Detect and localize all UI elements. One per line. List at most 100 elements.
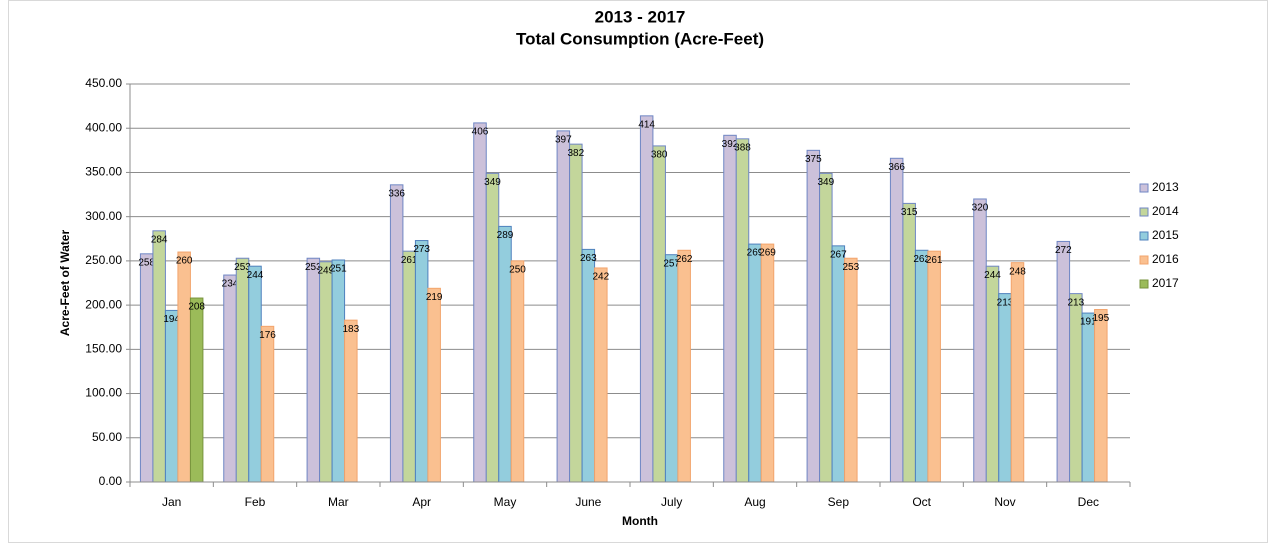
bar <box>177 251 191 483</box>
x-tick-label: June <box>575 495 601 509</box>
bar <box>485 172 500 483</box>
legend-label: 2017 <box>1152 276 1179 290</box>
y-tick-label: 150.00 <box>85 342 122 356</box>
bar <box>639 115 654 483</box>
bar <box>189 297 204 483</box>
legend-label: 2014 <box>1152 204 1179 218</box>
data-label: 253 <box>842 262 859 273</box>
x-tick-label: Sep <box>828 495 850 509</box>
data-label: 213 <box>1067 297 1084 308</box>
bar <box>139 253 154 483</box>
bar <box>902 202 916 483</box>
data-label: 183 <box>342 324 359 335</box>
data-label: 406 <box>472 127 489 138</box>
y-tick-label: 0.00 <box>99 474 123 488</box>
data-label: 392 <box>722 139 739 150</box>
bar <box>414 240 429 483</box>
data-label: 244 <box>247 270 264 281</box>
data-label: 195 <box>1092 313 1109 324</box>
bar <box>152 230 166 483</box>
bar <box>235 257 250 483</box>
legend-label: 2016 <box>1152 252 1179 266</box>
data-label: 176 <box>259 330 276 341</box>
bar <box>735 138 750 483</box>
data-label: 284 <box>151 234 168 245</box>
y-tick-label: 250.00 <box>85 253 122 267</box>
x-tick-label: Oct <box>912 495 931 509</box>
data-label: 336 <box>388 188 405 199</box>
data-label: 261 <box>401 255 418 266</box>
x-tick-label: Apr <box>412 495 431 509</box>
data-label: 269 <box>759 248 776 259</box>
bar <box>844 257 858 483</box>
data-label: 244 <box>984 270 1001 281</box>
data-label: 213 <box>997 297 1014 308</box>
data-label: 414 <box>638 119 655 130</box>
legend-swatch <box>1139 279 1149 289</box>
bar <box>998 293 1012 483</box>
bar <box>831 245 846 483</box>
bar <box>164 309 179 483</box>
data-label: 248 <box>1009 266 1026 277</box>
y-tick-label: 350.00 <box>85 165 122 179</box>
legend-swatch <box>1139 183 1149 193</box>
data-label: 191 <box>1080 317 1097 328</box>
bar <box>319 261 333 483</box>
bar <box>581 248 596 483</box>
data-label: 289 <box>497 230 514 241</box>
data-label: 375 <box>805 154 822 165</box>
bar <box>819 172 833 483</box>
bar <box>427 287 441 483</box>
bar <box>344 319 358 483</box>
bar <box>748 243 762 483</box>
legend-swatch <box>1139 207 1149 217</box>
data-label: 272 <box>1055 245 1072 256</box>
data-label: 253 <box>234 262 251 273</box>
bar <box>594 267 608 483</box>
y-axis-title: Acre-Feet of Water <box>58 230 72 337</box>
bar <box>389 184 404 483</box>
bar <box>331 259 346 483</box>
data-label: 253 <box>305 262 322 273</box>
y-tick-label: 200.00 <box>85 297 122 311</box>
x-tick-label: Jan <box>162 495 181 509</box>
bar <box>223 274 237 483</box>
data-label: 234 <box>222 279 239 290</box>
y-tick-label: 100.00 <box>85 386 122 400</box>
data-label: 397 <box>555 135 572 146</box>
bar <box>569 143 583 483</box>
bar <box>973 198 987 483</box>
data-label: 257 <box>663 258 680 269</box>
x-axis-title: Month <box>622 514 658 528</box>
data-label: 273 <box>413 244 430 255</box>
data-label: 349 <box>817 177 834 188</box>
bar <box>556 130 571 483</box>
y-tick-label: 50.00 <box>92 430 122 444</box>
data-label: 262 <box>676 254 693 265</box>
y-tick-label: 450.00 <box>85 76 122 90</box>
x-tick-label: Dec <box>1078 495 1099 509</box>
legend-swatch <box>1139 231 1149 241</box>
x-tick-label: Nov <box>994 495 1015 509</box>
data-label: 208 <box>188 302 205 313</box>
bar <box>723 134 737 483</box>
bar <box>1010 262 1025 483</box>
bar <box>1056 240 1071 483</box>
bar <box>760 243 775 483</box>
chart-title: 2013 - 2017 <box>595 7 686 26</box>
data-label: 250 <box>509 265 526 276</box>
bar <box>1094 309 1108 483</box>
data-label: 242 <box>592 272 609 283</box>
data-label: 388 <box>734 142 751 153</box>
data-label: 258 <box>138 257 155 268</box>
data-label: 267 <box>830 249 847 260</box>
bar <box>306 257 321 483</box>
data-label: 260 <box>176 256 193 267</box>
legend-label: 2013 <box>1152 180 1179 194</box>
data-label: 263 <box>580 253 597 264</box>
data-label: 382 <box>567 148 584 159</box>
x-tick-label: Mar <box>328 495 349 509</box>
bar <box>677 249 691 483</box>
x-tick-label: May <box>494 495 517 509</box>
